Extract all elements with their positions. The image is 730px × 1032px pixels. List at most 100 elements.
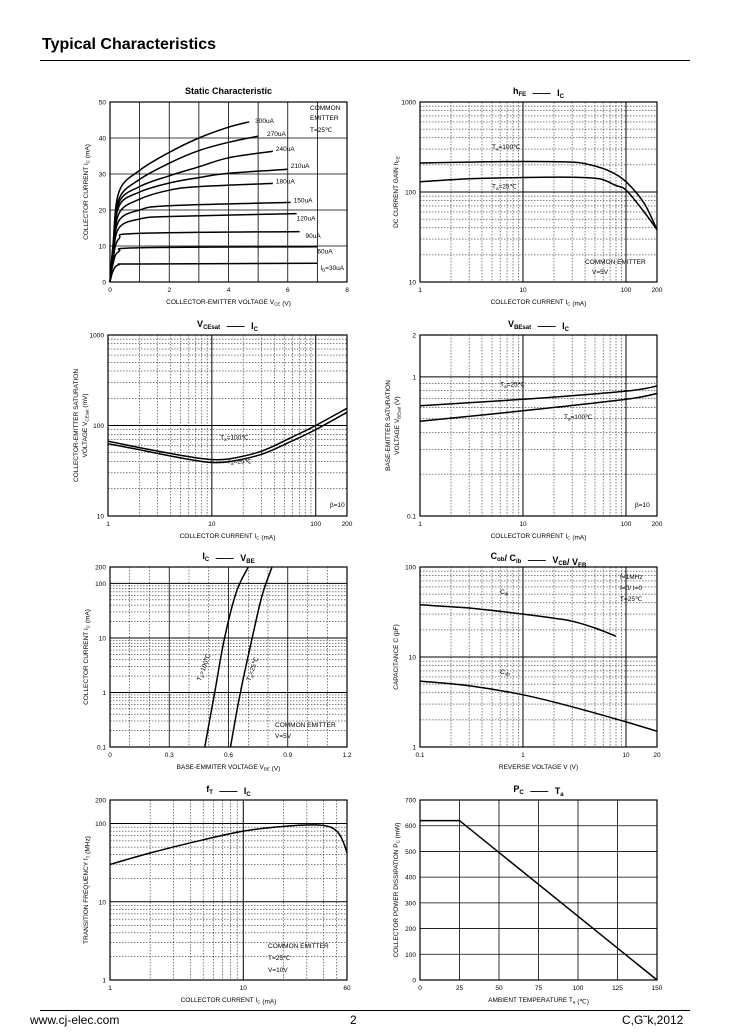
- y-axis-label-text: COLLECTOR POWER DISSIPATION PC (mW): [393, 822, 402, 957]
- series-label: 210uA: [291, 163, 310, 170]
- vbesat-series-Ta=100C: [419, 392, 658, 422]
- vbesat-x-axis-label: COLLECTOR CURRENT IC (mA): [491, 533, 587, 542]
- series-label: Cob: [500, 669, 510, 677]
- x-tick-label: 10: [208, 521, 216, 528]
- x-tick-label: 150: [652, 985, 663, 992]
- static-series-IB=30uA: [109, 262, 318, 283]
- pc-x-axis-label: AMBIENT TEMPERATURE Ta (℃): [488, 997, 589, 1006]
- ft-y-axis-label: TRANSITION FREQUENCY fT (MHz): [83, 836, 92, 944]
- vcesat-grid: [108, 335, 347, 516]
- y-tick-label: 1000: [402, 100, 417, 107]
- static-title: Static Characteristic: [185, 86, 272, 96]
- hfe-series-Ta=100C: [419, 160, 658, 231]
- chart-annotation: β=10: [635, 502, 650, 509]
- pc-series-Pc: [420, 819, 658, 981]
- y-tick-label: 100: [93, 423, 104, 430]
- y-tick-label: 1: [412, 374, 416, 381]
- footer-revision: C,G˜k,2012: [622, 1013, 684, 1027]
- vcesat-plot-frame: [107, 334, 348, 517]
- cap-grid: [420, 567, 657, 747]
- chart-ic-vbe-svg: 0 0.3 0.6 0.9 1.2 0.1 1 10 100 200 IC —— VBE BASE-E…: [83, 551, 352, 773]
- y-tick-label: 600: [405, 823, 416, 830]
- y-tick-label: 200: [95, 798, 106, 805]
- y-axis-label-text: BASE-EMITTER SATURATION: [385, 380, 392, 471]
- ft-grid: [110, 800, 347, 980]
- vbesat-plot-frame: [419, 334, 658, 517]
- series-label: 90uA: [306, 233, 322, 240]
- x-tick-label: 100: [621, 287, 632, 294]
- pc-title: PC —— Ta: [513, 784, 564, 798]
- series-label: IB=30uA: [320, 265, 344, 273]
- y-tick-label: 200: [95, 565, 106, 572]
- x-tick-label: 50: [495, 985, 503, 992]
- static-y-axis-label: COLLECTOR CURRENT IC (mA): [83, 144, 92, 240]
- y-tick-label: 10: [97, 514, 105, 521]
- footer-url[interactable]: www.cj-elec.com: [30, 1013, 120, 1027]
- icvbe-grid: [110, 567, 347, 747]
- y-tick-label: 100: [405, 190, 416, 197]
- series-label: 240uA: [276, 146, 295, 153]
- vbesat-y-axis-label: BASE-EMITTER SATURATION VOLTAGE VBEsat (V…: [385, 380, 402, 471]
- chart-annotation: V=5V: [275, 733, 292, 740]
- y-axis-label-text-2: VOLTAGE VCEsat (mV): [82, 393, 90, 457]
- chart-annotation: COMMON: [310, 105, 341, 112]
- y-axis-label-text: COLLECTOR CURRENT IC (mA): [83, 609, 92, 705]
- series-label: Ta=100℃: [196, 652, 213, 682]
- x-tick-label: 1: [108, 985, 112, 992]
- series-label: Ta=100℃: [220, 435, 249, 443]
- chart-annotation: T=25℃: [268, 955, 291, 962]
- x-tick-label: 0: [418, 985, 422, 992]
- icvbe-series-Ta=25C: [229, 566, 273, 748]
- chart-capacitance: 0.1 1 10 20 1 10 100 Cob/ Cib —— VCB/ VEB REVERS…: [380, 545, 680, 780]
- series-label: 120uA: [297, 215, 316, 222]
- chart-annotation: COMMON EMITTER: [275, 722, 336, 729]
- y-axis-label-text: COLLECTOR-EMITTER SATURATION: [73, 369, 80, 482]
- x-tick-label: 200: [342, 521, 353, 528]
- chart-static: 0 2 4 6 8 0 10 20 30 40 50 Static Characteristic COL…: [70, 80, 370, 315]
- y-axis-label-text: TRANSITION FREQUENCY fT (MHz): [83, 836, 92, 944]
- y-tick-label: 1: [102, 690, 106, 697]
- y-tick-label: 10: [409, 280, 417, 287]
- x-tick-label: 10: [519, 287, 527, 294]
- icvbe-series-Ta=100C: [204, 566, 249, 748]
- x-tick-label: 0.9: [283, 752, 292, 759]
- vcesat-y-axis-label: COLLECTOR-EMITTER SATURATION VOLTAGE VCEs…: [73, 369, 90, 482]
- pc-y-axis-label: COLLECTOR POWER DISSIPATION PC (mW): [393, 822, 402, 957]
- y-axis-label-text: CAPACITANCE C (pF): [393, 624, 400, 690]
- static-x-axis-label: COLLECTOR-EMITTER VOLTAGE VCE (V): [166, 299, 291, 308]
- hfe-plot-frame: [419, 101, 658, 283]
- y-tick-label: 200: [405, 926, 416, 933]
- hfe-y-axis-label: DC CURRENT GAIN hFE: [393, 156, 401, 228]
- series-label: Ta=25℃: [492, 183, 518, 191]
- header-rule: [40, 60, 690, 61]
- chart-annotation: f=1MHz: [620, 574, 643, 581]
- chart-annotation: T=25℃: [310, 127, 333, 134]
- series-label: 300uA: [255, 118, 274, 125]
- cap-series-Cob: [419, 680, 658, 732]
- chart-hfe: 1 10 100 200 10 100 1000 hFE —— IC COLLECTOR CUR…: [380, 80, 680, 315]
- chart-annotation: V=5V: [592, 269, 609, 276]
- y-tick-label: 400: [405, 875, 416, 882]
- y-tick-label: 1: [102, 978, 106, 985]
- series-label: 150uA: [294, 197, 313, 204]
- vbesat-grid: [420, 335, 657, 516]
- chart-annotation: I=0/ I=0: [620, 585, 642, 592]
- x-tick-label: 10: [240, 985, 248, 992]
- x-tick-label: 20: [653, 752, 661, 759]
- vcesat-x-axis-label: COLLECTOR CURRENT IC (mA): [180, 533, 276, 542]
- ft-series-fT: [109, 824, 348, 866]
- static-series-90uA: [109, 230, 300, 283]
- chart-annotation: V=10V: [268, 967, 288, 974]
- x-tick-label: 75: [535, 985, 543, 992]
- chart-annotation: T=25℃: [620, 596, 643, 603]
- x-tick-label: 1: [521, 752, 525, 759]
- chart-pc-svg: 0 25 50 75 100 125 150 0 100 200 300 400 500 600 700 PC…: [393, 784, 663, 1006]
- static-series-60uA: [109, 245, 318, 283]
- cap-series-Cib: [419, 604, 617, 637]
- static-series-270uA: [109, 135, 259, 283]
- series-label: 180uA: [276, 178, 295, 185]
- y-axis-label-text: COLLECTOR CURRENT IC (mA): [83, 144, 92, 240]
